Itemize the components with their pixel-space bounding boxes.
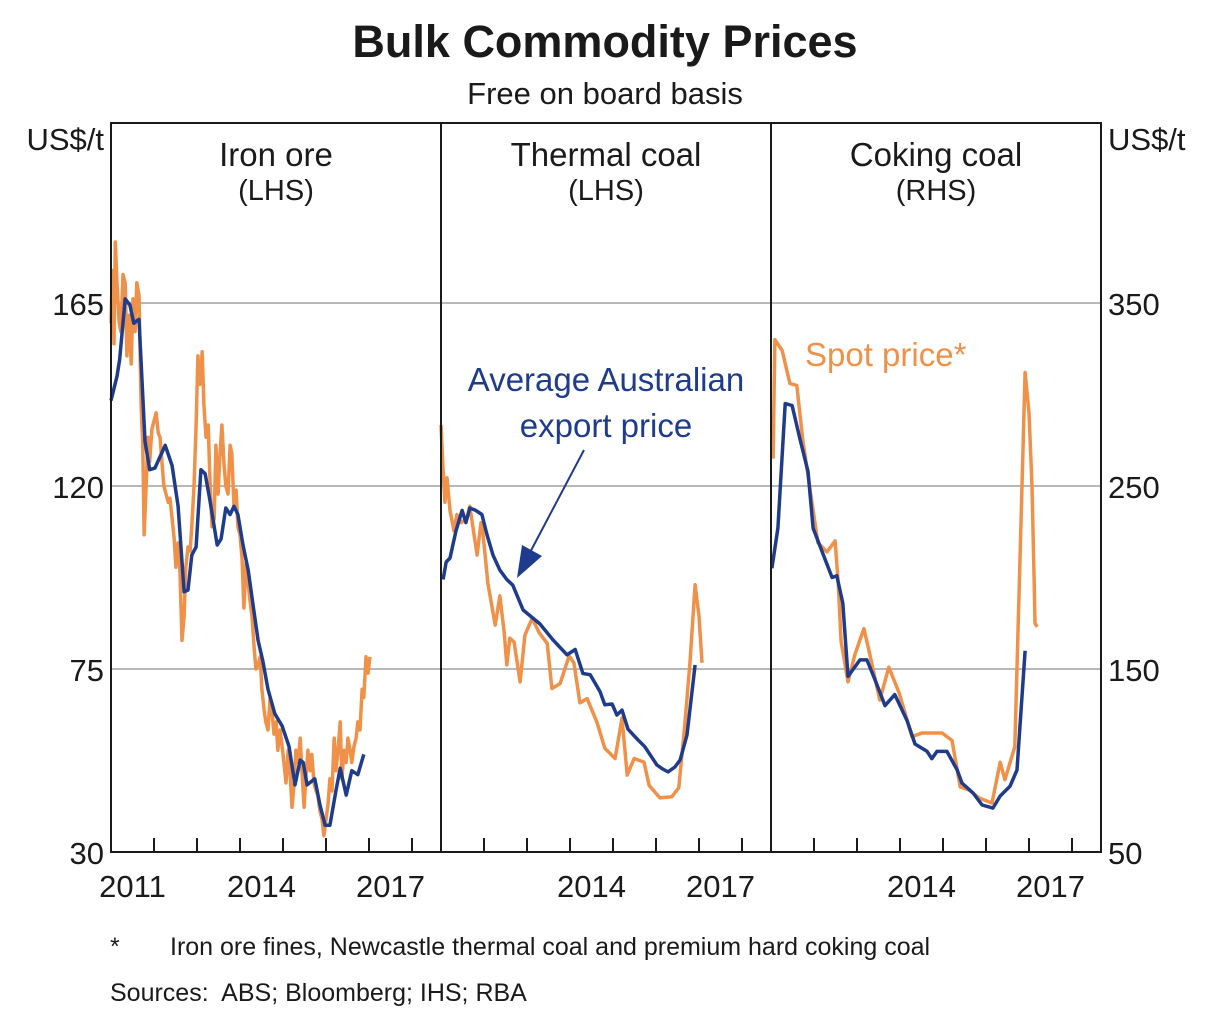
x-tick-label: 2017 bbox=[1016, 869, 1085, 904]
x-tick-label: 2017 bbox=[686, 869, 755, 904]
chart-subtitle: Free on board basis bbox=[467, 76, 743, 111]
panel-titles: Iron ore(LHS)Thermal coal(LHS)Coking coa… bbox=[219, 136, 1022, 207]
right-y-tick-label: 50 bbox=[1108, 836, 1142, 871]
right-axis-unit: US$/t bbox=[1108, 122, 1186, 157]
panel-axis-side: (RHS) bbox=[896, 175, 977, 207]
left-y-tick-label: 75 bbox=[70, 653, 104, 688]
gridlines bbox=[111, 302, 1101, 670]
export-price-line-coking-coal bbox=[770, 401, 1027, 810]
panel-title: Iron ore bbox=[219, 136, 333, 173]
panel-title: Coking coal bbox=[850, 136, 1022, 173]
left-y-tick-label: 165 bbox=[52, 287, 104, 322]
left-y-tick-label: 120 bbox=[52, 470, 104, 505]
export-price-line-thermal-coal bbox=[441, 506, 697, 774]
spot-price-line-coking-coal bbox=[771, 337, 1039, 805]
sources-text: Sources: ABS; Bloomberg; IHS; RBA bbox=[110, 979, 527, 1007]
x-axis-ticks: 2011 2014 2017 2014 2017 2014 2017 bbox=[99, 838, 1085, 904]
panel-axis-side: (LHS) bbox=[238, 175, 314, 207]
panel-title: Thermal coal bbox=[511, 136, 702, 173]
panel-frames bbox=[110, 122, 1102, 853]
chart-title: Bulk Commodity Prices bbox=[352, 16, 857, 67]
x-tick-label: 2014 bbox=[887, 869, 956, 904]
x-tick-label: 2011 bbox=[99, 869, 166, 904]
export-price-label-line2: export price bbox=[520, 407, 692, 444]
right-y-tick-label: 250 bbox=[1108, 470, 1160, 505]
series-lines bbox=[109, 240, 1039, 838]
footnote-marker: * bbox=[110, 933, 120, 961]
annotation-arrow-head bbox=[517, 545, 542, 578]
y-tick-labels: 30 75 120 165 50 150 250 350 bbox=[52, 287, 1159, 871]
export-price-line-iron-ore bbox=[109, 297, 366, 827]
annotation-arrow-shaft bbox=[525, 449, 585, 561]
spot-price-line-thermal-coal bbox=[439, 424, 704, 800]
right-y-tick-label: 350 bbox=[1108, 287, 1160, 322]
x-tick-label: 2014 bbox=[227, 869, 296, 904]
export-price-label-line1: Average Australian bbox=[468, 361, 744, 398]
left-y-tick-label: 30 bbox=[70, 836, 104, 871]
export-price-annotation: Average Australian export price bbox=[468, 361, 744, 578]
x-tick-label: 2014 bbox=[557, 869, 626, 904]
x-tick-label: 2017 bbox=[356, 869, 425, 904]
footnote-text: Iron ore fines, Newcastle thermal coal a… bbox=[170, 933, 930, 961]
right-y-tick-label: 150 bbox=[1108, 653, 1160, 688]
plot-frame bbox=[110, 122, 1102, 853]
panel-axis-side: (LHS) bbox=[568, 175, 644, 207]
left-axis-unit: US$/t bbox=[26, 122, 104, 157]
spot-price-label: Spot price* bbox=[805, 336, 967, 373]
